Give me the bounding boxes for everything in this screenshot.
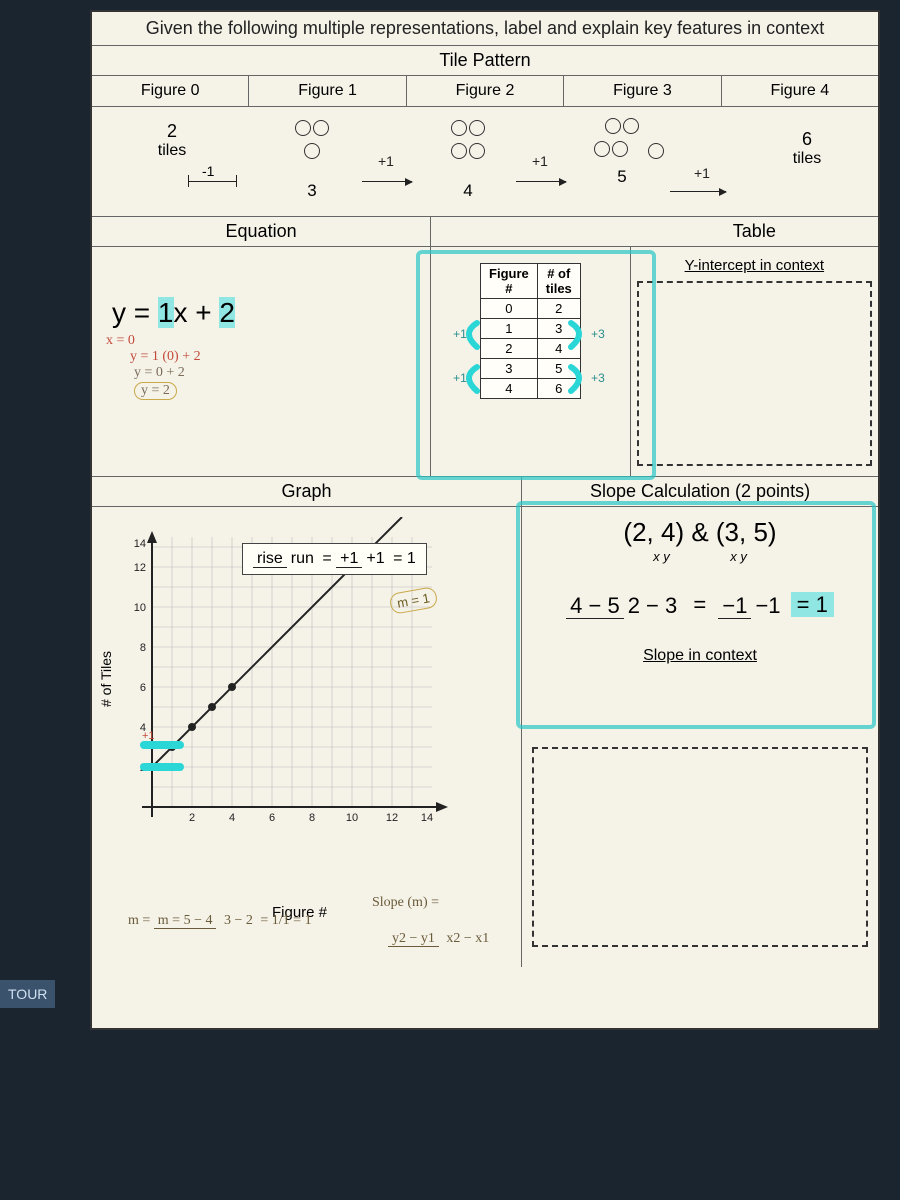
figure-headers: Figure 0 Figure 1 Figure 2 Figure 3 Figu…: [92, 76, 878, 107]
hand-eq-simp: y = 0 + 2: [134, 365, 420, 381]
tile-circle: [451, 120, 467, 136]
tile-circle: [623, 118, 639, 134]
svg-text:2: 2: [189, 812, 195, 824]
lower-row: # of Tiles: [92, 507, 878, 967]
instruction-text: Given the following multiple representat…: [92, 12, 878, 46]
slope-area: (2, 4) & (3, 5) x y x y 4 − 52 − 3 = −1−…: [522, 507, 878, 967]
arrow2: [516, 181, 566, 182]
fig4: Figure 4: [722, 76, 878, 106]
tiles-row: 2 tiles 3 4 5 6 tiles +1 +1: [92, 107, 878, 217]
tile-circle: [594, 141, 610, 157]
rise-run-box: riserun = +1+1 = 1: [242, 543, 427, 575]
lower-titles: Graph Slope Calculation (2 points): [92, 477, 878, 507]
step1: +1: [378, 153, 394, 169]
y-intercept-box: Y-intercept in context: [631, 247, 878, 476]
tiles-left-count: 2: [112, 121, 232, 142]
arrow3: [670, 191, 726, 192]
count1: 3: [252, 181, 372, 201]
hand-eq-ans: y = 2: [134, 382, 177, 400]
table-step-l1: +1: [453, 327, 467, 341]
svg-text:4: 4: [229, 812, 235, 824]
tile-circle: [469, 143, 485, 159]
slope-context-answer: [532, 747, 868, 947]
count2: 4: [408, 181, 528, 201]
step3: +1: [694, 165, 710, 181]
hand-eq-sub: y = 1 (0) + 2: [130, 349, 420, 365]
svg-text:10: 10: [134, 602, 146, 614]
step2: +1: [532, 153, 548, 169]
tile-circle: [304, 143, 320, 159]
equation-main: y = 1x + 2: [112, 297, 420, 329]
tiles-right-word: tiles: [742, 150, 872, 168]
tour-button[interactable]: TOUR: [0, 980, 55, 1008]
svg-text:+1: +1: [142, 730, 155, 742]
hand-eq-x0: x = 0: [106, 333, 420, 349]
tile-circle: [469, 120, 485, 136]
y-intercept-answer-area: [637, 281, 872, 466]
table-step-l2: +1: [453, 371, 467, 385]
tile-circle: [605, 118, 621, 134]
graph-y-label: # of Tiles: [98, 651, 114, 707]
tile-circle: [612, 141, 628, 157]
tiles-right-count: 6: [742, 129, 872, 150]
table-step-r1: +3: [591, 327, 605, 341]
svg-text:8: 8: [140, 642, 146, 654]
graph-area: # of Tiles: [92, 507, 522, 967]
fig0: Figure 0: [92, 76, 249, 106]
slope-points: (2, 4) & (3, 5): [532, 517, 868, 548]
th-fig: Figure#: [481, 264, 538, 299]
th-tiles: # oftiles: [537, 264, 580, 299]
tick-line: [188, 181, 236, 182]
svg-text:6: 6: [269, 812, 275, 824]
tile-circle: [648, 143, 664, 159]
xy-labels: x y x y: [532, 548, 868, 566]
svg-text:12: 12: [386, 812, 398, 824]
arrow1: [362, 181, 412, 182]
svg-text:14: 14: [421, 812, 433, 824]
table-title: Table: [631, 217, 878, 246]
slope-result: = 1: [791, 592, 834, 617]
mini-table: Figure## oftiles 02 13 24 35 46: [480, 263, 581, 399]
table-area: Figure## oftiles 02 13 24 35 46 +1 +1 +3…: [431, 247, 630, 476]
mid-titles: Equation Table: [92, 217, 878, 247]
graph-title: Graph: [92, 477, 522, 506]
fig2: Figure 2: [407, 76, 564, 106]
slope-calc: 4 − 52 − 3 = −1−1 = 1: [532, 592, 868, 619]
fig3: Figure 3: [564, 76, 721, 106]
svg-text:8: 8: [309, 812, 315, 824]
worksheet-page: Given the following multiple representat…: [90, 10, 880, 1030]
tile-pattern-title: Tile Pattern: [92, 46, 878, 76]
tile-circle: [451, 143, 467, 159]
slope-in-context-label: Slope in context: [532, 647, 868, 665]
svg-text:12: 12: [134, 562, 146, 574]
tile-circle: [295, 120, 311, 136]
y-intercept-label: Y-intercept in context: [639, 257, 870, 274]
svg-text:14: 14: [134, 538, 146, 550]
svg-text:6: 6: [140, 682, 146, 694]
neg1-handwriting: -1: [202, 163, 214, 179]
mid-row: y = 1x + 2 x = 0 y = 1 (0) + 2 y = 0 + 2…: [92, 247, 878, 477]
table-step-r2: +3: [591, 371, 605, 385]
fig1: Figure 1: [249, 76, 406, 106]
slope-title: Slope Calculation (2 points): [522, 477, 878, 506]
svg-text:10: 10: [346, 812, 358, 824]
count3: 5: [562, 167, 682, 187]
tile-circle: [313, 120, 329, 136]
equation-area: y = 1x + 2 x = 0 y = 1 (0) + 2 y = 0 + 2…: [92, 247, 431, 476]
eqn-title: Equation: [92, 217, 431, 246]
tiles-left-word: tiles: [112, 142, 232, 160]
